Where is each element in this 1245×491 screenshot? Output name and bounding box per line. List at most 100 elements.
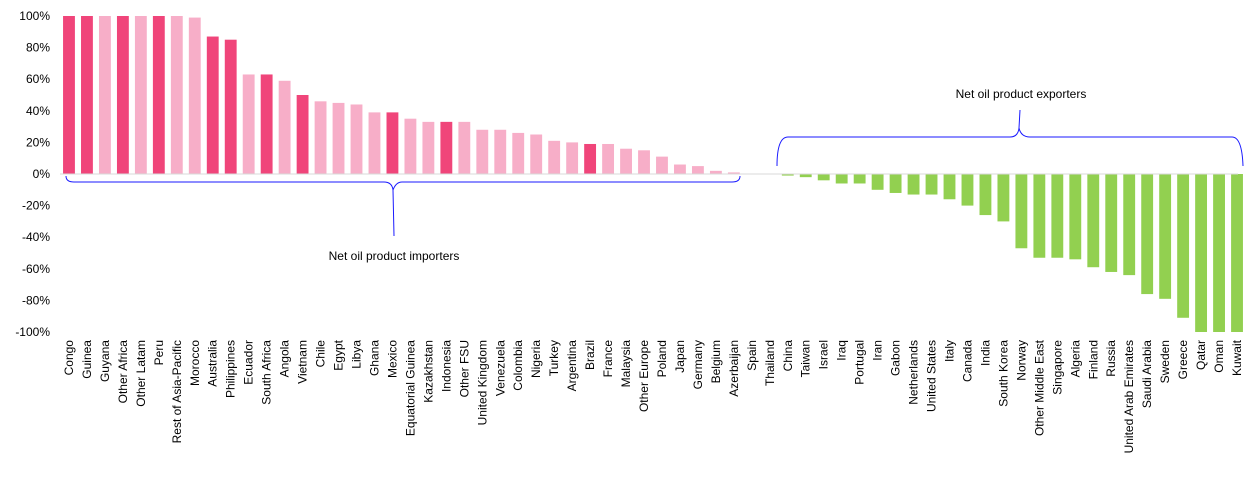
bar — [889, 174, 902, 193]
bar — [1177, 174, 1190, 318]
x-tick-label: Indonesia — [439, 340, 453, 392]
x-tick-label: Belgium — [709, 340, 723, 383]
bar — [566, 142, 579, 174]
exporters-label: Net oil product exporters — [956, 87, 1087, 101]
x-tick-label: Iran — [871, 340, 885, 361]
y-tick-label: -80% — [22, 293, 50, 307]
bar — [206, 36, 219, 174]
x-tick-label: Qatar — [1194, 340, 1208, 370]
bar — [116, 16, 129, 174]
y-tick-label: -20% — [22, 199, 50, 213]
y-tick-label: 60% — [26, 72, 50, 86]
x-tick-label: Saudi Arabia — [1140, 340, 1154, 408]
bar — [1231, 174, 1243, 332]
bar — [440, 121, 453, 174]
importers-label: Net oil product importers — [329, 249, 460, 263]
x-tick-label: Other Middle East — [1032, 339, 1046, 436]
bar — [476, 129, 489, 174]
bar — [296, 95, 309, 174]
x-tick-label: Philippines — [224, 340, 238, 398]
bar — [242, 74, 255, 174]
x-tick-label: Kuwait — [1230, 339, 1244, 376]
bar — [63, 16, 75, 174]
x-tick-label: United Kingdom — [475, 340, 489, 425]
bar — [961, 174, 974, 206]
bar — [584, 143, 597, 174]
bar — [1105, 174, 1118, 272]
x-tick-label: Other FSU — [457, 340, 471, 397]
bar — [260, 74, 273, 174]
x-tick-label: Greece — [1176, 340, 1190, 380]
bar — [350, 104, 363, 174]
bar — [1033, 174, 1046, 258]
bar — [1159, 174, 1172, 299]
bars — [63, 16, 1243, 332]
bar — [224, 39, 237, 175]
bar — [1051, 174, 1064, 258]
bar — [512, 132, 525, 174]
bar — [979, 174, 992, 216]
x-tick-label: Netherlands — [907, 340, 921, 405]
bar — [1123, 174, 1136, 276]
bar — [458, 121, 471, 174]
bar — [602, 143, 615, 174]
bar — [152, 16, 165, 174]
bar — [817, 174, 830, 181]
bar — [314, 101, 327, 174]
group-brackets: Net oil product importers Net oil produc… — [65, 87, 1244, 263]
y-tick-label: 80% — [26, 41, 50, 55]
x-tick-label: Iraq — [835, 340, 849, 361]
x-tick-label: Egypt — [332, 339, 346, 370]
x-tick-label: Taiwan — [799, 340, 813, 377]
x-tick-label: Colombia — [511, 340, 525, 391]
bar — [1069, 174, 1082, 260]
bar — [81, 16, 93, 174]
bar — [925, 174, 938, 195]
bar — [709, 170, 722, 174]
bar — [134, 16, 147, 174]
x-tick-label: Italy — [943, 340, 957, 362]
x-tick-label: Argentina — [565, 340, 579, 392]
x-tick-label: Oman — [1212, 340, 1226, 373]
x-tick-label: Poland — [655, 340, 669, 377]
x-tick-label: Portugal — [853, 340, 867, 385]
x-tick-label: Japan — [673, 340, 687, 373]
bar — [691, 166, 704, 174]
bar — [997, 174, 1010, 222]
bar — [368, 112, 381, 174]
x-tick-label: Rest of Asia-Pacific — [170, 340, 184, 443]
x-tick-label: Equatorial Guinea — [403, 340, 417, 436]
x-tick-label: Malaysia — [619, 340, 633, 388]
x-tick-label: Ghana — [367, 340, 381, 376]
x-tick-label: Ecuador — [242, 340, 256, 385]
x-tick-label: Russia — [1104, 340, 1118, 377]
bar — [853, 174, 866, 184]
x-tick-label: Venezuela — [493, 340, 507, 396]
x-tick-label: United States — [925, 340, 939, 412]
bar — [1141, 174, 1154, 295]
bar — [835, 174, 848, 184]
bar — [871, 174, 884, 190]
bar — [332, 102, 345, 174]
x-tick-label: South Africa — [260, 340, 274, 405]
x-tick-label: India — [978, 340, 992, 366]
x-tick-label: Spain — [745, 340, 759, 371]
y-tick-label: 0% — [33, 167, 51, 181]
x-tick-label: Angola — [278, 340, 292, 378]
y-tick-label: -100% — [15, 325, 50, 339]
bar — [674, 164, 686, 174]
x-tick-label: Libya — [350, 340, 364, 369]
x-tick-label: France — [601, 340, 615, 378]
x-tick-label: Congo — [62, 340, 76, 376]
bar — [943, 174, 956, 200]
x-tick-label: Canada — [960, 340, 974, 382]
bar — [781, 174, 794, 176]
bar — [1213, 174, 1225, 332]
x-tick-label: Norway — [1014, 340, 1028, 381]
x-tick-label: Vietnam — [296, 340, 310, 384]
x-tick-label: Morocco — [188, 340, 202, 386]
x-tick-label: Thailand — [763, 340, 777, 386]
x-tick-label: Nigeria — [529, 340, 543, 378]
bar — [1015, 174, 1028, 249]
